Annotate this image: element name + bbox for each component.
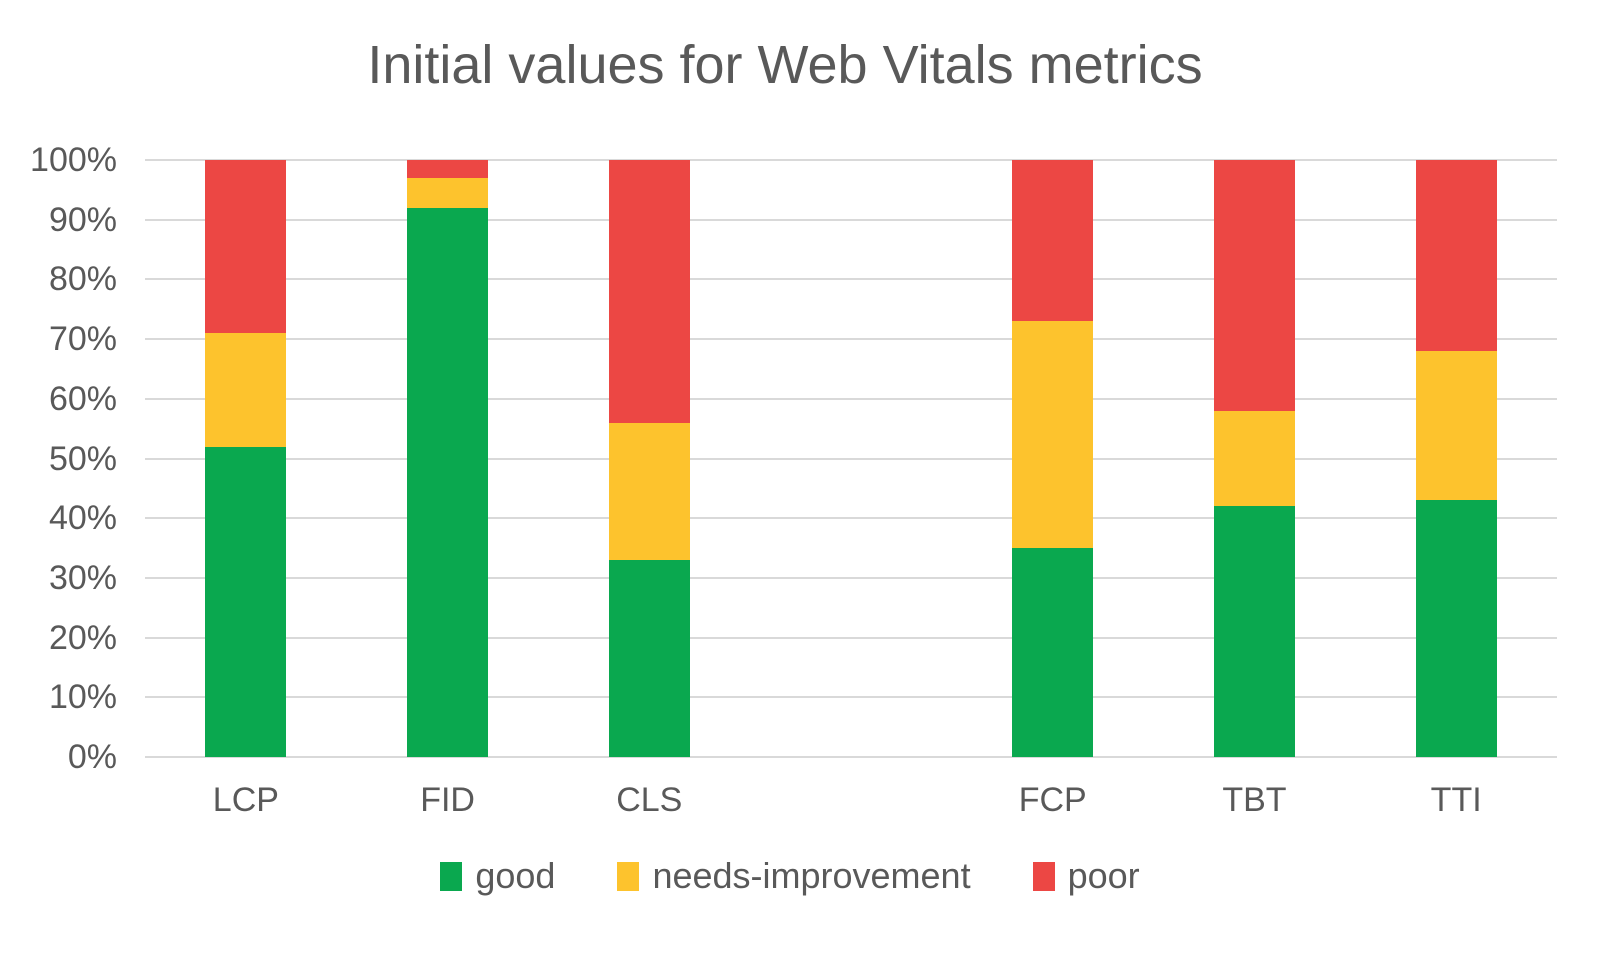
bar-segment-good bbox=[407, 207, 489, 757]
y-axis-tick-label: 90% bbox=[48, 200, 117, 239]
bars-layer bbox=[145, 160, 1557, 757]
legend-item-good: good bbox=[440, 858, 555, 894]
bar-segment-needs-improvement bbox=[608, 422, 690, 560]
bar-segment-needs-improvement bbox=[1213, 410, 1295, 507]
bar-slot-lcp bbox=[145, 160, 347, 757]
y-axis-tick-label: 60% bbox=[48, 379, 117, 418]
bar-tbt bbox=[1213, 160, 1295, 757]
bar-segment-good bbox=[1415, 500, 1497, 757]
legend-swatch-poor bbox=[1032, 861, 1055, 891]
x-axis-label-cls: CLS bbox=[616, 781, 683, 819]
bar-slot-cls bbox=[548, 160, 750, 757]
gridline-0% bbox=[145, 756, 1557, 758]
bar-segment-poor bbox=[1012, 160, 1094, 322]
chart-title: Initial values for Web Vitals metrics bbox=[367, 35, 1203, 95]
gridline-90% bbox=[145, 218, 1557, 221]
legend-swatch-needs-improvement bbox=[617, 861, 640, 891]
gridline-70% bbox=[145, 338, 1557, 341]
bar-slot-fcp bbox=[952, 160, 1154, 757]
bar-segment-poor bbox=[608, 160, 690, 423]
legend-label-poor: poor bbox=[1067, 855, 1140, 896]
bar-segment-poor bbox=[1213, 160, 1295, 411]
y-axis-tick-label: 70% bbox=[48, 320, 117, 359]
bar-segment-poor bbox=[205, 160, 287, 334]
bar-segment-needs-improvement bbox=[407, 177, 489, 208]
bar-slot-empty bbox=[750, 160, 952, 757]
bar-segment-good bbox=[608, 560, 690, 757]
gridline-80% bbox=[145, 278, 1557, 281]
y-axis-tick-label: 30% bbox=[48, 558, 117, 597]
bar-slot-tti bbox=[1355, 160, 1557, 757]
gridline-100% bbox=[145, 159, 1557, 161]
x-axis-label-fcp: FCP bbox=[1018, 781, 1087, 819]
gridline-60% bbox=[145, 397, 1557, 400]
x-axis-label-empty bbox=[750, 781, 952, 820]
bar-segment-needs-improvement bbox=[205, 333, 287, 447]
bar-segment-good bbox=[1213, 506, 1295, 757]
legend-item-needs-improvement: needs-improvement bbox=[617, 855, 971, 896]
plot-area: 0% 10% 20% 30% 40% 50% 60% 70% 80% 90% 100% LCP FID… bbox=[30, 143, 1557, 819]
legend-label-good: good bbox=[475, 855, 556, 896]
y-axis-tick-label: 80% bbox=[48, 260, 117, 299]
bar-tti bbox=[1415, 160, 1497, 757]
y-axis-tick-label: 50% bbox=[48, 439, 117, 478]
legend-item-poor: poor bbox=[1032, 855, 1140, 896]
gridline-50% bbox=[145, 457, 1557, 460]
bar-fcp bbox=[1012, 160, 1094, 757]
y-axis-tick-label: 40% bbox=[48, 499, 117, 538]
y-axis-tick-label: 100% bbox=[30, 141, 117, 179]
bar-slot-tbt bbox=[1154, 160, 1356, 757]
gridline-20% bbox=[145, 636, 1557, 639]
bar-slot-fid bbox=[347, 160, 549, 757]
legend-label-needs-improvement: needs-improvement bbox=[652, 855, 971, 896]
y-axis-tick-label: 10% bbox=[48, 678, 117, 717]
bar-segment-poor bbox=[1415, 160, 1497, 352]
legend-swatch-good bbox=[440, 861, 463, 891]
gridline-30% bbox=[145, 576, 1557, 579]
bar-segment-needs-improvement bbox=[1012, 321, 1094, 549]
x-axis: LCP FID CLS FCP TBT TTI bbox=[145, 781, 1557, 820]
bar-segment-poor bbox=[407, 160, 489, 178]
bar-fid bbox=[407, 160, 489, 757]
x-axis-label-tti: TTI bbox=[1430, 781, 1482, 819]
bar-lcp bbox=[205, 160, 287, 757]
x-axis-label-lcp: LCP bbox=[212, 781, 279, 819]
bar-cls bbox=[608, 160, 690, 757]
y-axis-tick-label: 20% bbox=[48, 618, 117, 657]
gridline-40% bbox=[145, 517, 1557, 520]
bar-segment-good bbox=[1012, 548, 1094, 757]
y-axis-tick-label: 0% bbox=[67, 738, 117, 776]
x-axis-label-fid: FID bbox=[420, 781, 475, 819]
legend: good needs-improvement poor bbox=[0, 858, 1580, 894]
gridline-10% bbox=[145, 696, 1557, 699]
bar-segment-good bbox=[205, 446, 287, 757]
x-axis-label-tbt: TBT bbox=[1222, 781, 1287, 819]
bar-segment-needs-improvement bbox=[1415, 351, 1497, 501]
